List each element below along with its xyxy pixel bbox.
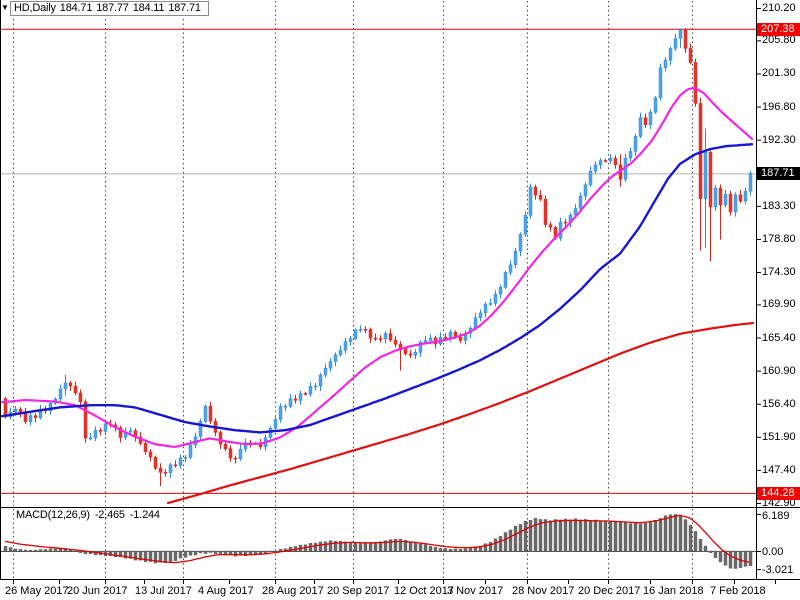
ma-mid-blue — [0, 143, 754, 434]
macd-main-value: -2.465 — [94, 509, 125, 521]
macd-name: MACD(12,26,9) — [16, 509, 90, 521]
symbol-ohlc-label: HD,Daily 184.71 187.77 184.11 187.71 — [10, 1, 209, 16]
time-axis-label: 26 May 2017 — [5, 585, 69, 597]
price-axis-label: 160.90 — [762, 364, 796, 377]
time-axis-label: 28 Nov 2017 — [512, 585, 575, 597]
time-axis-label: 20 Sep 2017 — [327, 585, 390, 597]
price-axis-label: 210.20 — [762, 2, 796, 14]
level-lines — [0, 28, 756, 494]
price-axis-label: 183.30 — [762, 199, 796, 212]
macd-panel — [0, 514, 756, 569]
price-axis-label: 201.30 — [762, 67, 796, 80]
time-axis-label: 20 Jun 2017 — [67, 585, 128, 597]
ohlc-close: 187.71 — [168, 2, 201, 14]
time-axis-label: 20 Dec 2017 — [578, 585, 641, 597]
macd-signal-line — [4, 514, 750, 564]
time-axis-label: 16 Jan 2018 — [643, 585, 704, 597]
time-axis-label: 12 Oct 2017 — [394, 585, 454, 597]
price-axis-label: 147.40 — [762, 463, 796, 476]
macd-indicator-label: MACD(12,26,9) -2.465 -1.244 — [16, 509, 165, 521]
ohlc-open: 184.71 — [59, 2, 93, 14]
time-axis-label: 13 Jul 2017 — [135, 585, 192, 597]
macd-axis-label: 0.00 — [762, 546, 784, 558]
ohlc-high: 187.77 — [96, 2, 129, 14]
candlesticks — [3, 27, 753, 487]
time-axis-label: 3 Nov 2017 — [447, 585, 504, 597]
quick-trade-dropdown-icon[interactable]: ▼ — [1, 3, 9, 12]
price-axis-label: 165.40 — [762, 331, 796, 344]
macd-signal-value: -1.244 — [129, 509, 160, 521]
time-axis-label: 28 Aug 2017 — [262, 585, 324, 597]
axis-ticks — [13, 8, 776, 584]
price-axis-label: 196.80 — [762, 100, 796, 113]
macd-axis-label: -3.021 — [762, 564, 794, 577]
time-axis-label: 7 Feb 2018 — [710, 585, 766, 597]
panel-frame — [0, 0, 800, 580]
price-axis-label: 151.90 — [762, 430, 796, 443]
price-axis-label: 142.90 — [762, 497, 796, 509]
price-axis-label: 178.80 — [762, 232, 796, 245]
ohlc-low: 184.11 — [132, 2, 165, 14]
symbol-name: HD,Daily — [14, 2, 56, 14]
macd-axis-label: 6.189 — [762, 510, 790, 522]
price-axis-label: 205.80 — [762, 34, 796, 47]
ma-fast-magenta — [0, 87, 754, 448]
price-axis-label: 174.30 — [762, 266, 796, 279]
price-axis-label: 169.90 — [762, 298, 796, 311]
time-axis-label: 4 Aug 2017 — [198, 585, 254, 597]
current-price-badge: 187.71 — [757, 167, 800, 181]
support-price-badge: 144.28 — [757, 486, 800, 500]
vertical-gridlines — [13, 1, 693, 578]
price-axis-label: 156.40 — [762, 397, 796, 410]
resistance-price-badge: 207.38 — [757, 22, 800, 36]
price-axis-label: 192.30 — [762, 133, 796, 146]
ma-slow-red — [166, 321, 755, 505]
